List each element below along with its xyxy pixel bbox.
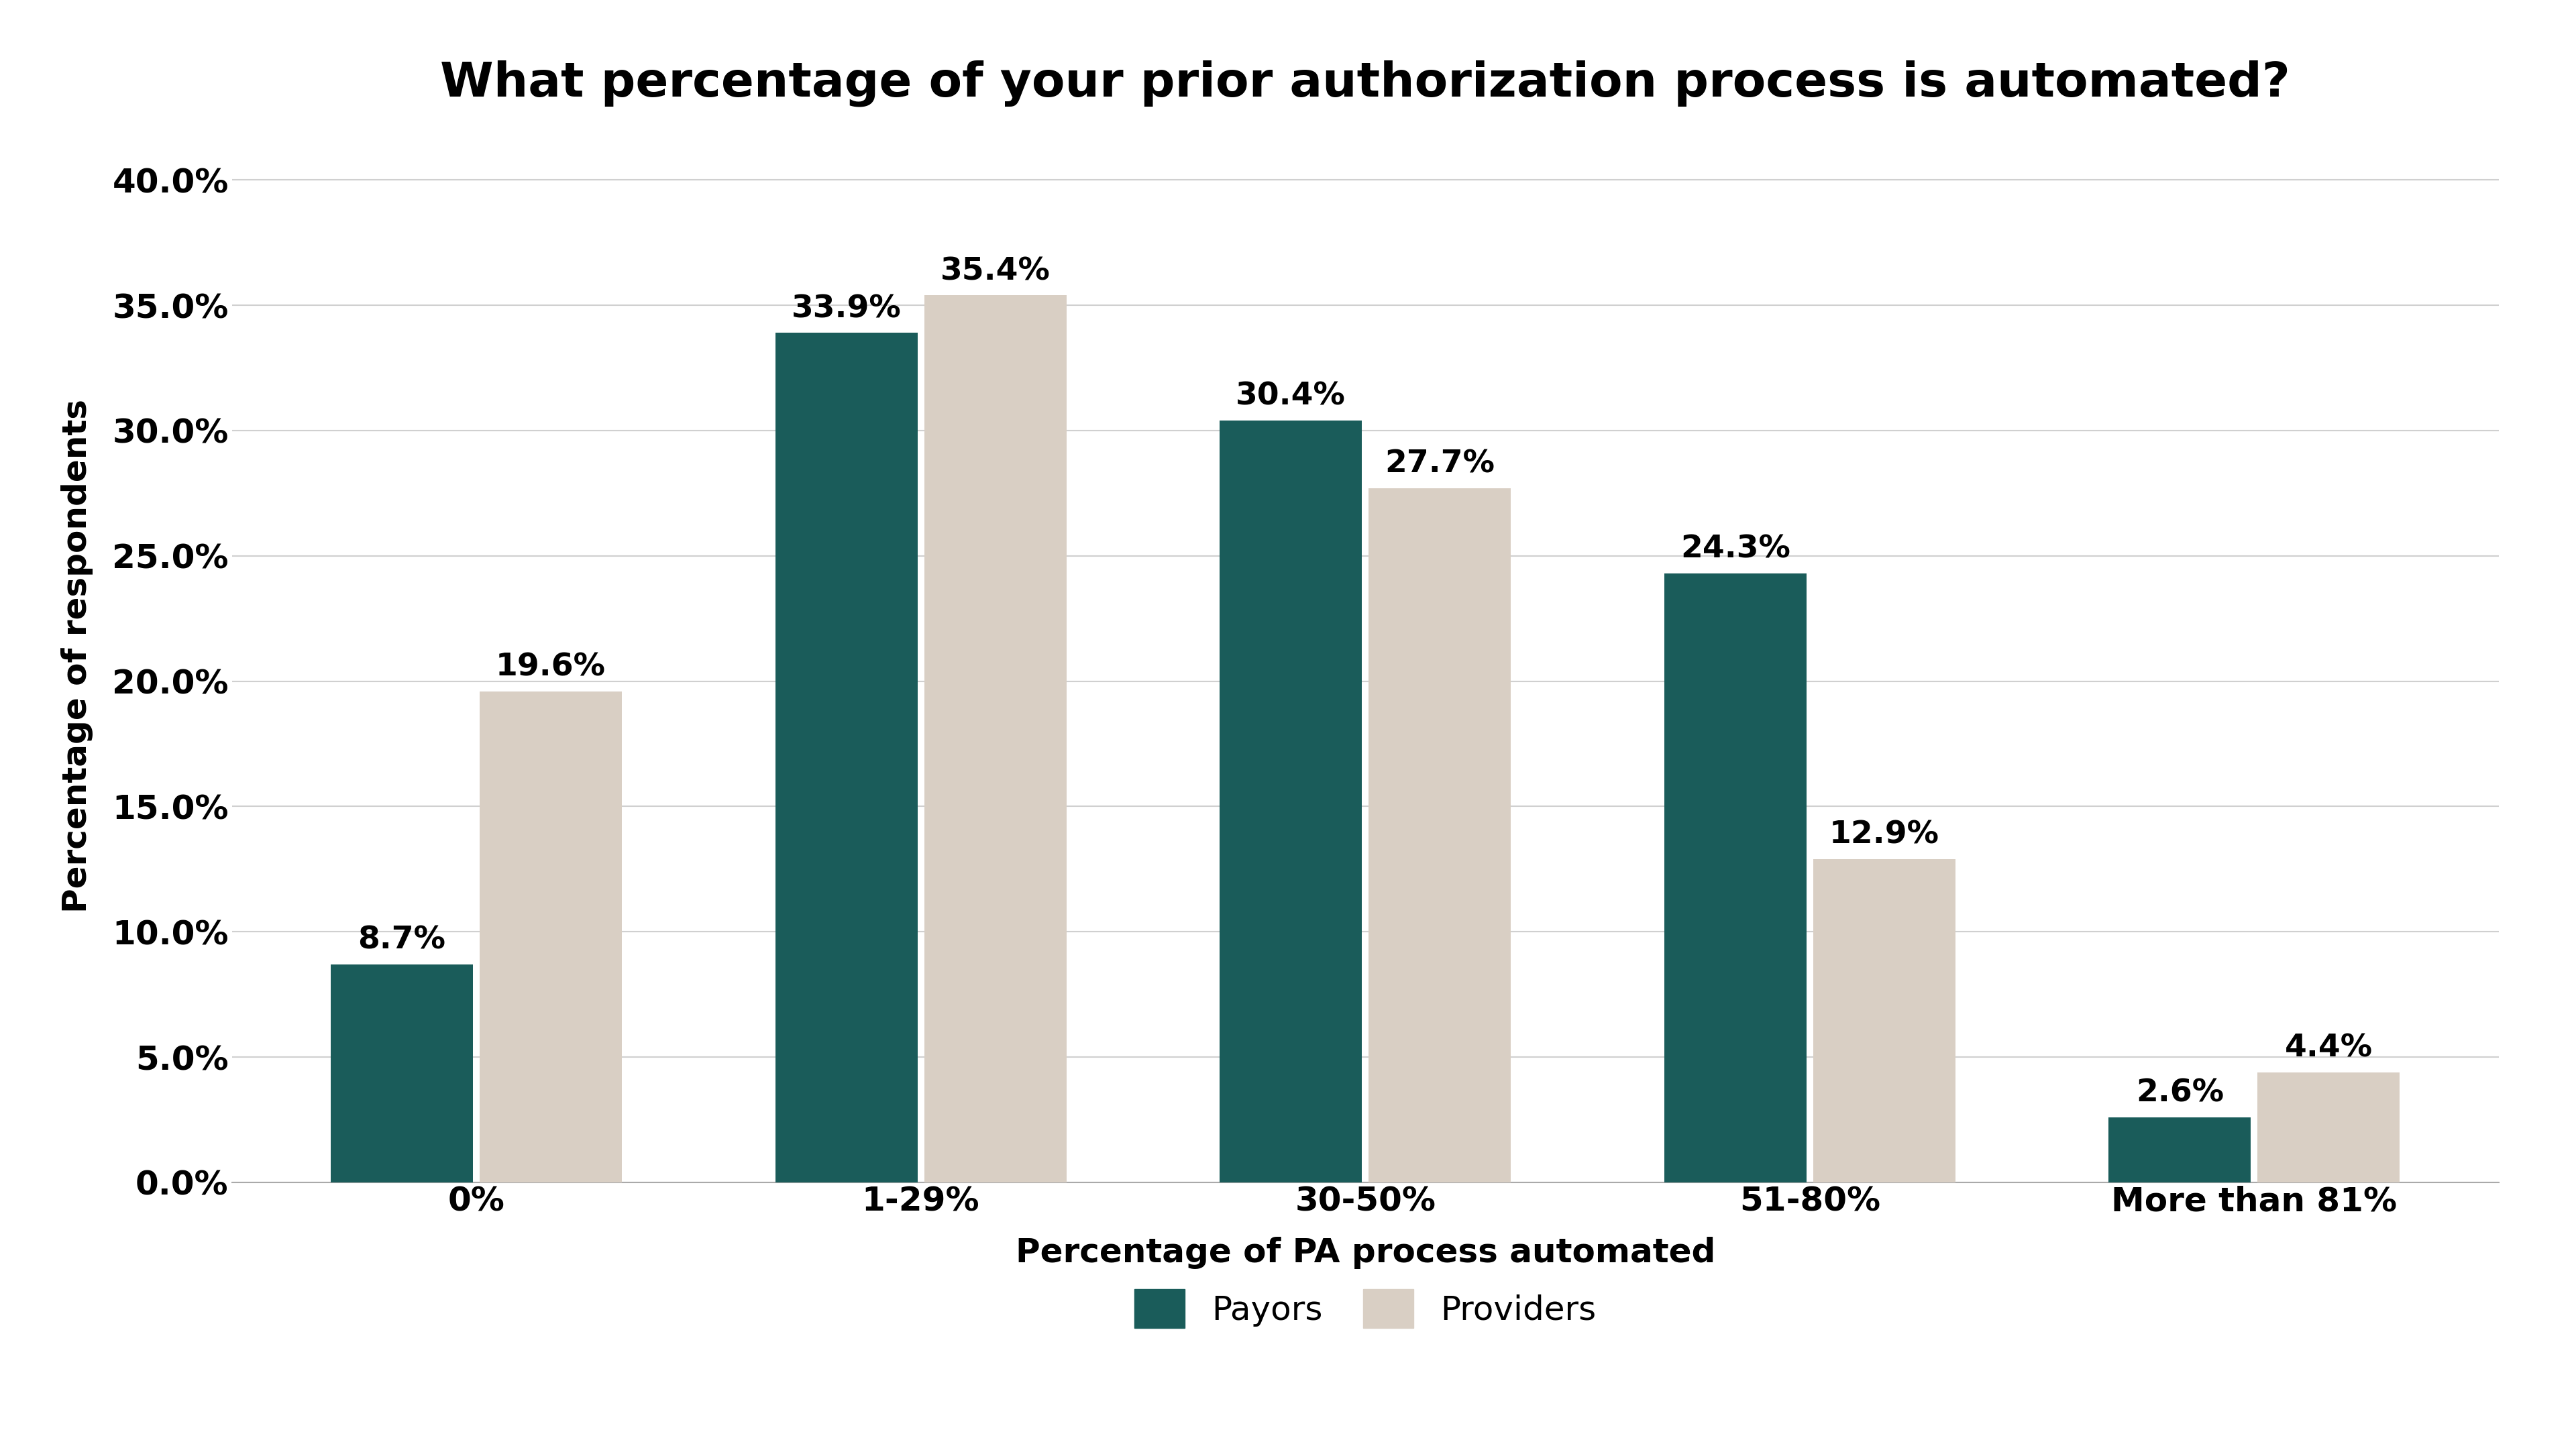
Text: 24.3%: 24.3%	[1680, 535, 1790, 565]
Text: 30.4%: 30.4%	[1236, 382, 1345, 412]
Bar	[1814, 859, 1955, 1182]
Bar	[1218, 421, 1363, 1182]
Bar	[1368, 489, 1512, 1182]
Legend: Payors, Providers: Payors, Providers	[1118, 1272, 1613, 1344]
Bar	[330, 965, 474, 1182]
Bar	[1664, 574, 1806, 1182]
Bar	[775, 333, 917, 1182]
Bar	[2257, 1073, 2401, 1182]
Y-axis label: Percentage of respondents: Percentage of respondents	[62, 399, 93, 913]
Text: 2.6%: 2.6%	[2136, 1079, 2223, 1109]
Text: 33.9%: 33.9%	[791, 294, 902, 324]
Bar	[2110, 1118, 2251, 1182]
Bar	[925, 296, 1066, 1182]
Text: 35.4%: 35.4%	[940, 257, 1051, 287]
Text: 4.4%: 4.4%	[2285, 1034, 2372, 1063]
Text: 12.9%: 12.9%	[1829, 820, 1940, 851]
Text: 27.7%: 27.7%	[1386, 450, 1494, 479]
Bar	[479, 691, 621, 1182]
Text: 8.7%: 8.7%	[358, 926, 446, 956]
Title: What percentage of your prior authorization process is automated?: What percentage of your prior authorizat…	[440, 61, 2290, 107]
X-axis label: Percentage of PA process automated: Percentage of PA process automated	[1015, 1237, 1716, 1269]
Text: 19.6%: 19.6%	[495, 652, 605, 682]
